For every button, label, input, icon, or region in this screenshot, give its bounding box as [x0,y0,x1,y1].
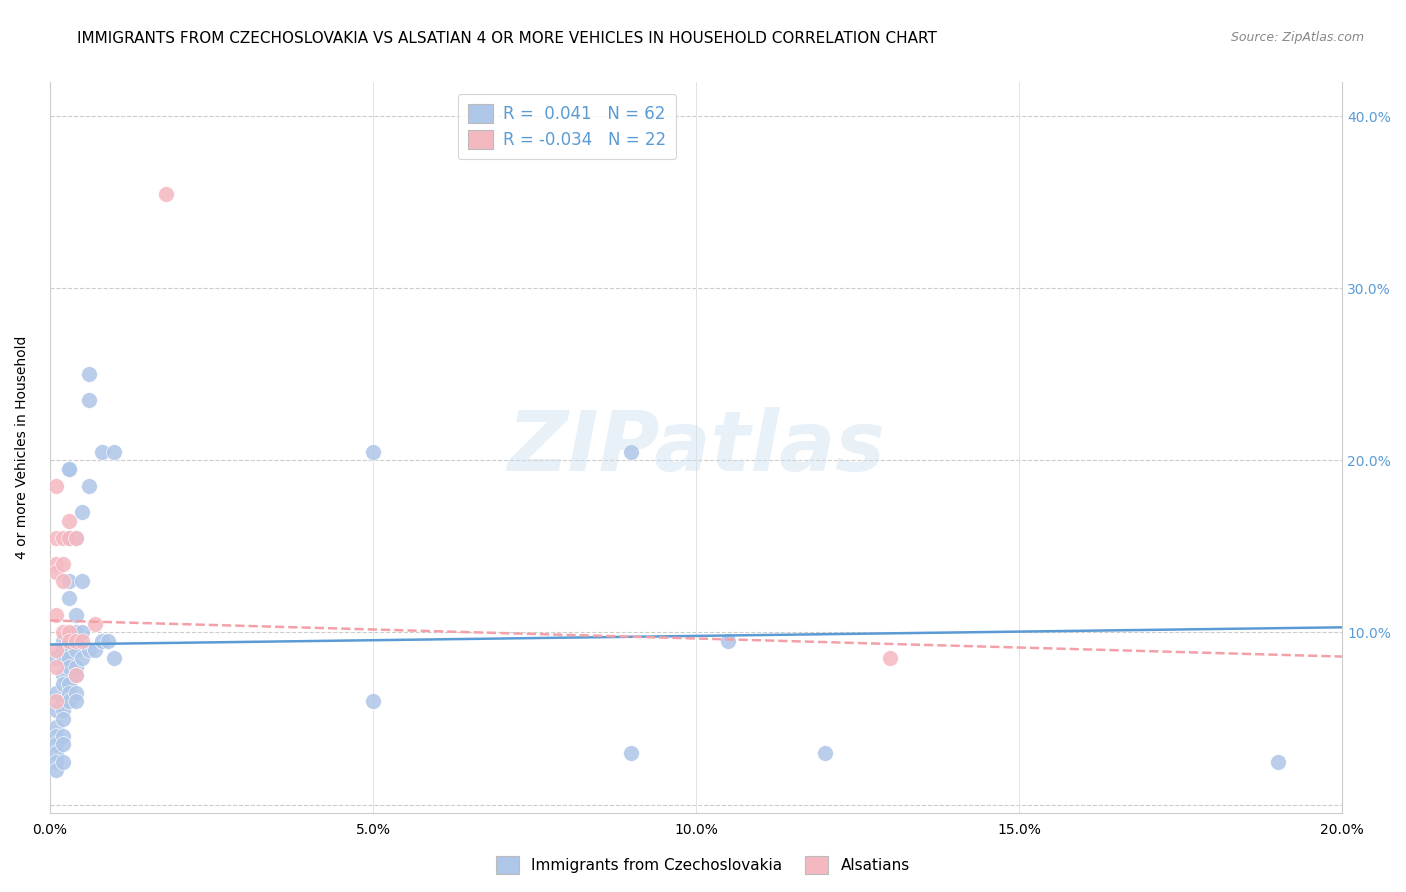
Point [45,608,67,623]
Point [52,729,75,743]
Point [65,668,87,682]
Point [90,445,112,459]
Point [620,746,643,760]
Point [70,505,93,519]
Point [52,557,75,571]
Point [45,729,67,743]
Point [103,445,125,459]
Point [65,642,87,657]
Point [52,634,75,648]
Point [45,737,67,751]
Point [77,642,100,657]
Point [52,677,75,691]
Text: ZIPatlas: ZIPatlas [508,407,884,488]
Point [52,712,75,726]
Y-axis label: 4 or more Vehicles in Household: 4 or more Vehicles in Household [15,335,30,559]
Point [45,703,67,717]
Point [103,651,125,665]
Point [45,755,67,769]
Point [58,677,80,691]
Point [45,720,67,734]
Point [45,479,67,493]
Point [52,694,75,708]
Point [879,651,901,665]
Point [58,574,80,588]
Point [58,651,80,665]
Point [620,445,643,459]
Point [45,746,67,760]
Text: IMMIGRANTS FROM CZECHOSLOVAKIA VS ALSATIAN 4 OR MORE VEHICLES IN HOUSEHOLD CORRE: IMMIGRANTS FROM CZECHOSLOVAKIA VS ALSATI… [77,31,938,46]
Point [58,634,80,648]
Point [84,642,107,657]
Point [814,746,837,760]
Point [58,531,80,545]
Point [155,186,177,201]
Point [52,668,75,682]
Point [70,634,93,648]
Point [65,608,87,623]
Point [70,574,93,588]
Point [58,642,80,657]
Point [52,531,75,545]
Point [52,651,75,665]
Point [58,514,80,528]
Point [65,625,87,640]
Point [45,686,67,700]
Point [45,642,67,657]
Point [45,557,67,571]
Point [52,703,75,717]
Point [1267,755,1289,769]
Point [90,634,112,648]
Point [58,660,80,674]
Point [65,668,87,682]
Point [45,651,67,665]
Point [58,686,80,700]
Point [77,368,100,382]
Point [52,737,75,751]
Legend: Immigrants from Czechoslovakia, Alsatians: Immigrants from Czechoslovakia, Alsatian… [491,850,915,880]
Point [52,574,75,588]
Point [58,531,80,545]
Point [45,763,67,777]
Point [65,694,87,708]
Point [77,393,100,408]
Point [65,634,87,648]
Point [52,625,75,640]
Point [65,531,87,545]
Point [361,694,384,708]
Point [58,462,80,476]
Point [65,660,87,674]
Point [97,634,120,648]
Point [45,694,67,708]
Point [361,445,384,459]
Point [45,531,67,545]
Point [52,755,75,769]
Point [58,462,80,476]
Point [65,686,87,700]
Point [70,625,93,640]
Point [45,566,67,580]
Point [58,625,80,640]
Point [70,651,93,665]
Point [65,531,87,545]
Point [77,479,100,493]
Point [65,634,87,648]
Point [84,616,107,631]
Point [58,694,80,708]
Point [52,642,75,657]
Legend: R =  0.041   N = 62, R = -0.034   N = 22: R = 0.041 N = 62, R = -0.034 N = 22 [458,94,676,159]
Text: Source: ZipAtlas.com: Source: ZipAtlas.com [1230,31,1364,45]
Point [58,591,80,605]
Point [717,634,740,648]
Point [45,660,67,674]
Point [58,634,80,648]
